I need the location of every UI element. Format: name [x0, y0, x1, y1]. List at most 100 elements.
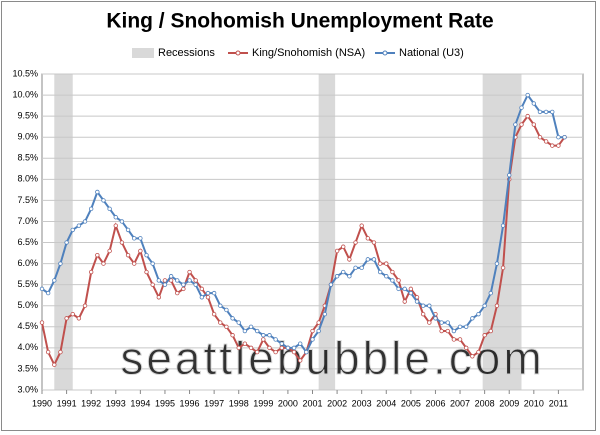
series-point: [543, 139, 549, 144]
series-point: [531, 101, 537, 106]
series-point: [64, 316, 69, 321]
series-point: [248, 324, 254, 329]
series-point: [556, 143, 561, 148]
x-tick-label: 2000: [278, 398, 298, 408]
x-tick-label: 2010: [524, 398, 544, 408]
y-tick-label: 5.0%: [17, 300, 38, 310]
series-point: [107, 206, 112, 212]
series-point: [88, 269, 94, 275]
series-point: [64, 240, 69, 245]
series-point: [457, 337, 463, 342]
series-point: [58, 261, 63, 266]
series-point: [224, 324, 229, 329]
series-point: [420, 311, 426, 317]
series-point: [267, 345, 272, 351]
chart-title: King / Snohomish Unemployment Rate: [106, 10, 493, 33]
x-tick-label: 1998: [229, 398, 249, 408]
series-point: [156, 278, 162, 283]
series-point: [365, 236, 371, 241]
series-point: [488, 290, 493, 296]
series-point: [414, 295, 420, 300]
series-point: [267, 333, 272, 338]
y-tick-label: 10.5%: [12, 68, 38, 78]
recession-band: [54, 74, 73, 390]
series-point: [414, 299, 420, 304]
series-point: [353, 240, 358, 245]
series-point: [463, 345, 469, 351]
series-point: [550, 109, 555, 115]
series-point: [95, 189, 100, 195]
y-tick-label: 8.0%: [17, 174, 38, 184]
series-point: [138, 236, 143, 241]
series-point: [199, 286, 205, 292]
x-tick-label: 1991: [57, 398, 77, 408]
series-point: [334, 248, 340, 254]
y-tick-label: 7.5%: [17, 195, 38, 205]
series-point: [427, 303, 432, 308]
series-point: [58, 349, 63, 355]
legend-label: National (U3): [399, 47, 464, 59]
series-point: [218, 303, 223, 308]
series-point: [39, 286, 45, 292]
series-point: [279, 341, 284, 346]
series-point: [562, 134, 567, 140]
series-point: [513, 122, 518, 127]
series-point: [132, 236, 137, 241]
series-point: [88, 206, 94, 212]
series-point: [500, 265, 506, 271]
series-point: [107, 248, 112, 254]
series-point: [273, 337, 278, 342]
series-point: [377, 269, 383, 275]
series-point: [353, 265, 358, 271]
y-tick-label: 3.5%: [17, 363, 38, 373]
series-point: [531, 122, 537, 127]
series-point: [242, 341, 248, 346]
series-point: [433, 316, 438, 321]
series-point: [101, 198, 106, 203]
series-point: [550, 143, 555, 148]
series-point: [181, 282, 186, 287]
series-point: [390, 278, 395, 283]
series-point: [273, 349, 278, 355]
series-point: [119, 240, 125, 245]
series-point: [507, 172, 512, 178]
series-point: [537, 134, 543, 140]
series-point: [254, 328, 260, 334]
series-point: [82, 303, 88, 308]
series-point: [304, 349, 309, 355]
series-point: [470, 316, 475, 321]
series-point: [451, 328, 457, 334]
series-point: [138, 248, 143, 254]
series-point: [144, 269, 149, 275]
series-point: [39, 320, 45, 325]
series-point: [101, 261, 106, 266]
series-point: [125, 227, 131, 233]
series-point: [463, 324, 469, 329]
series-point: [543, 109, 549, 115]
series-point: [291, 349, 297, 355]
series-point: [482, 303, 487, 308]
series-point: [205, 295, 211, 300]
series-point: [45, 349, 51, 355]
series-point: [168, 278, 174, 283]
x-tick-label: 1993: [106, 398, 126, 408]
series-point: [236, 320, 241, 325]
series-point: [500, 223, 506, 228]
x-tick-label: 2007: [450, 398, 470, 408]
series-point: [334, 274, 340, 279]
series-point: [384, 274, 389, 279]
series-point: [144, 252, 149, 258]
series-point: [365, 257, 371, 262]
x-tick-label: 2009: [499, 398, 519, 408]
x-tick-label: 1990: [32, 398, 52, 408]
series-point: [224, 307, 229, 313]
series-point: [82, 219, 88, 224]
x-tick-label: 2005: [401, 398, 421, 408]
series-point: [396, 278, 401, 283]
series-point: [162, 278, 168, 283]
series-point: [45, 290, 51, 296]
series-point: [439, 320, 444, 325]
series-point: [132, 261, 137, 266]
series-point: [291, 345, 297, 351]
series-point: [187, 278, 192, 283]
